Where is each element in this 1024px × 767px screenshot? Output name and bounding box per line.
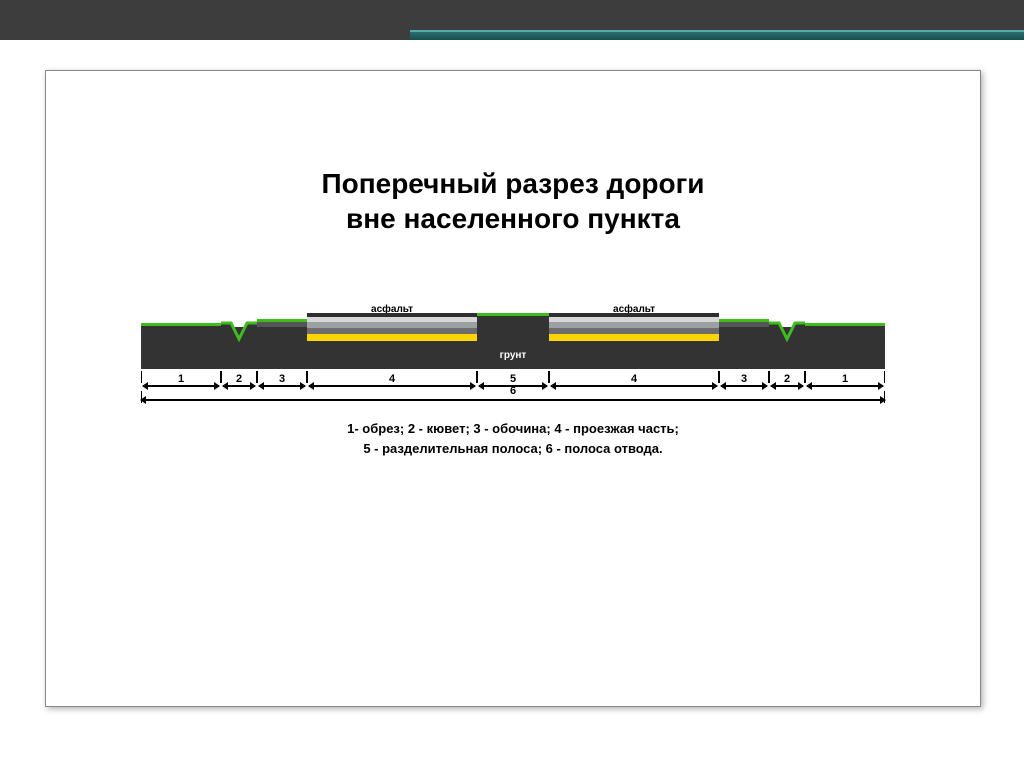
diagram-legend: 1- обрез; 2 - кювет; 3 - обочина; 4 - пр… (46, 419, 980, 458)
diagram-title: Поперечный разрез дороги вне населенного… (46, 166, 980, 236)
dim-tick (141, 371, 142, 383)
dim-tick (769, 371, 770, 383)
header-accent (410, 30, 1024, 40)
dim-label: 4 (549, 373, 719, 385)
legend-line-2: 5 - разделительная полоса; 6 - полоса от… (363, 441, 662, 456)
ditch-right (769, 317, 805, 369)
median-divider: грунт (477, 313, 549, 369)
dim-tick (221, 371, 222, 383)
dim-label: 5 (477, 373, 549, 385)
obrez-right (805, 323, 885, 369)
grass-icon (257, 319, 307, 322)
dim-tick (257, 371, 258, 383)
title-line-2: вне населенного пункта (346, 203, 680, 234)
cross-section-diagram: асфальт асфальт (141, 291, 885, 409)
dim-tick (884, 371, 885, 383)
dim-tick (477, 371, 478, 383)
dim-label: 1 (805, 373, 885, 385)
dim-tick (549, 371, 550, 383)
grass-icon (141, 323, 221, 326)
overall-dimension: 6 (141, 389, 885, 409)
shoulder-left (257, 319, 307, 369)
grass-icon (719, 319, 769, 322)
dim-label: 1 (141, 373, 221, 385)
legend-line-1: 1- обрез; 2 - кювет; 3 - обочина; 4 - пр… (347, 421, 679, 436)
grass-icon (477, 313, 549, 316)
label-ground: грунт (500, 350, 527, 361)
ditch-left (221, 317, 257, 369)
obrez-left (141, 323, 221, 369)
shoulder-right (719, 319, 769, 369)
slide-header-bar (0, 0, 1024, 40)
carriageway-left: бетон гравий песок (307, 313, 477, 369)
carriageway-right: бетон гравий песок (549, 313, 719, 369)
dim-tick (307, 371, 308, 383)
dim-tick (719, 371, 720, 383)
overall-dimension-label: 6 (141, 385, 885, 397)
road-profile: бетон гравий песок грунт (141, 317, 885, 369)
title-line-1: Поперечный разрез дороги (321, 168, 704, 199)
dim-tick (805, 371, 806, 383)
dim-label: 4 (307, 373, 477, 385)
slide-frame: Поперечный разрез дороги вне населенного… (45, 70, 981, 707)
grass-icon (805, 323, 885, 326)
